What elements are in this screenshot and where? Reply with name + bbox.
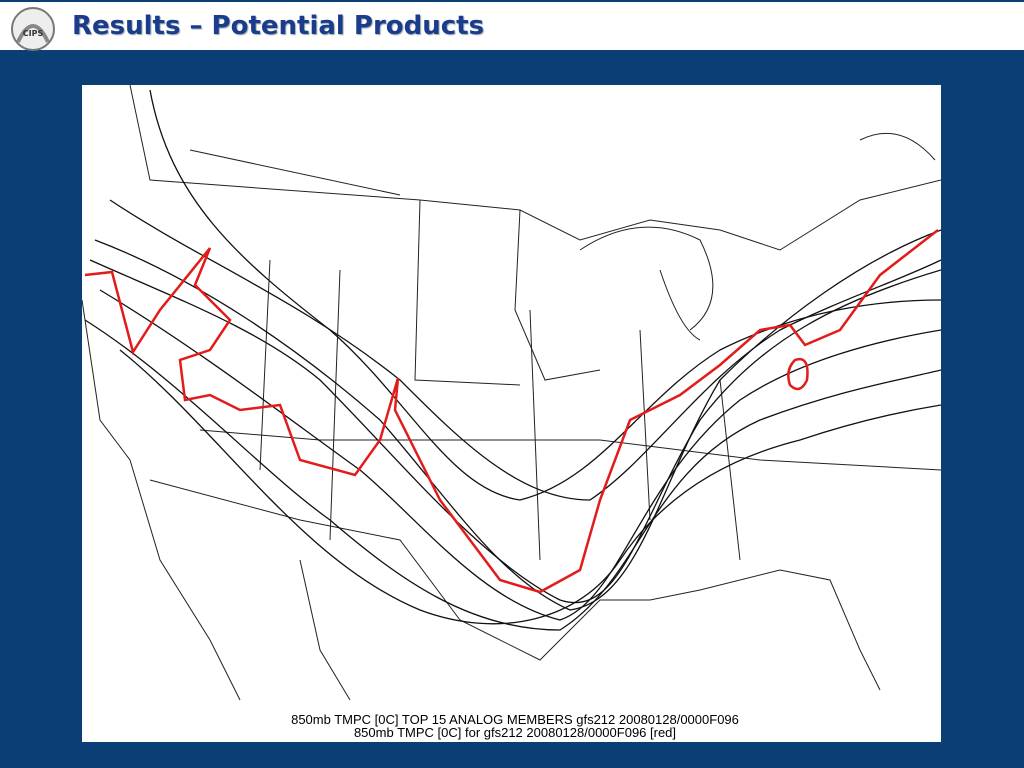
forecast-contour <box>84 229 939 594</box>
map-boundaries <box>82 85 941 701</box>
analog-contours <box>84 89 941 631</box>
slide-title: Results – Potential Products <box>72 11 485 41</box>
caption-line: 850mb TMPC [0C] TOP 15 ANALOG MEMBERS gf… <box>291 712 739 727</box>
map-figure: 850mb TMPC [0C] TOP 15 ANALOG MEMBERS gf… <box>82 85 941 742</box>
logo-text: CIPS <box>23 29 44 38</box>
logo: CIPS <box>11 7 55 51</box>
header-bar: CIPS Results – Potential Products <box>0 0 1024 51</box>
caption-line: 850mb TMPC [0C] for gfs212 20080128/0000… <box>354 725 676 740</box>
